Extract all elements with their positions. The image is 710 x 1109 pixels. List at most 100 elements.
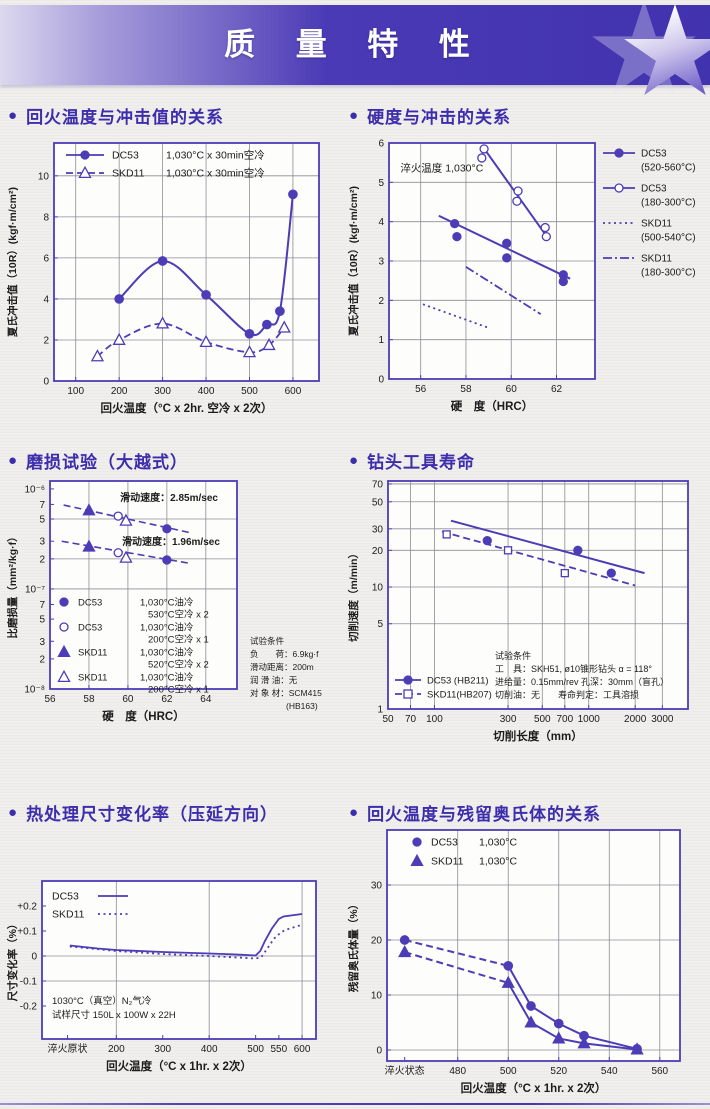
svg-text:70: 70 [405,714,417,725]
svg-text:SKD11: SKD11 [78,673,107,684]
svg-text:200: 200 [108,1044,125,1055]
svg-text:5: 5 [378,178,384,189]
svg-text:1,030°C x 30min空冷: 1,030°C x 30min空冷 [166,149,265,162]
section-title: 热处理尺寸变化率（压延方向） [26,805,279,824]
svg-text:3: 3 [39,537,45,548]
svg-text:20: 20 [372,546,384,557]
svg-text:DC53: DC53 [78,598,102,609]
svg-text:试验条件: 试验条件 [495,650,531,661]
svg-text:(500-540°C): (500-540°C) [641,233,696,244]
svg-text:2: 2 [43,335,49,346]
svg-text:-0.1: -0.1 [20,977,38,988]
svg-text:58: 58 [460,384,472,395]
svg-text:SKD11: SKD11 [112,168,145,180]
svg-text:硬 度（HRC）: 硬 度（HRC） [451,399,533,413]
svg-text:200°C空冷 x 1: 200°C空冷 x 1 [148,634,209,646]
svg-text:(520-560°C): (520-560°C) [641,163,696,174]
bullet-icon: ● [349,804,360,821]
svg-text:30: 30 [371,881,383,892]
retained-austenite-svg: 淬火状态 480 500 520 540 560 0 10 20 30 回火温度（°C x 1hr.… [347,829,681,1095]
svg-text:1,030°C x 30min空冷: 1,030°C x 30min空冷 [166,167,265,180]
svg-text:切削油：无 寿命判定：工具溶损: 切削油：无 寿命判定：工具溶损 [495,689,639,700]
svg-text:SKD11: SKD11 [78,648,107,659]
svg-text:200: 200 [111,386,128,397]
svg-text:10⁻⁷: 10⁻⁷ [25,584,45,595]
svg-text:560: 560 [651,1066,668,1077]
svg-text:比磨损量（mm²/kg·f）: 比磨损量（mm²/kg·f） [6,531,19,638]
svg-text:SKD11(HB207): SKD11(HB207) [427,690,492,701]
svg-text:夏氏冲击值（10R）(kgf·m/cm²): 夏氏冲击值（10R）(kgf·m/cm²) [347,186,360,337]
svg-text:1,030°C油冷: 1,030°C油冷 [140,622,194,634]
svg-text:520°C空冷 x 2: 520°C空冷 x 2 [148,659,209,671]
bottom-rule [0,1103,710,1105]
svg-text:0: 0 [43,377,49,388]
svg-text:500: 500 [247,1044,264,1055]
svg-text:500: 500 [534,714,551,725]
svg-text:400: 400 [201,1044,218,1055]
svg-text:2: 2 [39,554,45,565]
svg-text:SKD11: SKD11 [641,219,672,230]
svg-text:1,030°C: 1,030°C [479,837,517,849]
section-title: 钻头工具寿命 [367,453,476,472]
section-title: 回火温度与残留奥氏体的关系 [367,805,602,824]
svg-text:-0.2: -0.2 [20,1002,38,1013]
svg-text:50: 50 [382,714,394,725]
section-drill-tool-life: ● 钻头工具寿命 50 70 100 300 500 700 1000 2000 3000 70 50… [345,439,710,791]
svg-text:DC53: DC53 [431,837,458,849]
bullet-icon: ● [8,452,19,469]
svg-text:淬火状态: 淬火状态 [385,1064,425,1077]
svg-text:滑动速度：2.85m/sec: 滑动速度：2.85m/sec [120,491,218,504]
svg-text:4: 4 [378,217,384,228]
svg-text:10: 10 [372,583,384,594]
svg-text:60: 60 [506,384,518,395]
svg-text:负 荷：6.9kg·f: 负 荷：6.9kg·f [250,649,319,659]
svg-text:残留奥氏体量（%）: 残留奥氏体量（%） [347,899,360,992]
svg-text:1,030°C: 1,030°C [479,856,517,868]
svg-text:工 具：SKH51, ø10锥形钻头 α = 118°: 工 具：SKH51, ø10锥形钻头 α = 118° [495,663,652,674]
svg-text:润 滑 油：无: 润 滑 油：无 [250,675,298,685]
svg-text:200°C空冷 x 1: 200°C空冷 x 1 [148,684,209,696]
svg-text:10⁻⁶: 10⁻⁶ [24,484,45,495]
svg-text:切削速度（m/min）: 切削速度（m/min） [347,548,360,642]
svg-text:500: 500 [241,386,258,397]
wear-test-svg: 56 58 60 62 64 10⁻⁶ 7 5 3 2 10⁻⁷ 7 5 3 2 10⁻⁸ 硬 度（HRC） 比磨… [6,480,322,723]
section-wear-test: ● 磨损试验（大越式） 56 58 60 62 64 10⁻⁶ 7 5 3 2 10⁻⁷ 7 5 3 2 10⁻… [4,439,345,791]
svg-text:进给量：0.15mm/rev 孔深：30mm（盲孔）: 进给量：0.15mm/rev 孔深：30mm（盲孔） [495,676,669,687]
charts-grid: ● 回火温度与冲击值的关系 100 200 300 400 500 600 0 2 4 6 8 10 回火… [0,92,710,1109]
svg-text:淬火温度 1,030°C: 淬火温度 1,030°C [400,161,483,174]
svg-text:550: 550 [271,1044,288,1055]
svg-text:1,030°C油冷: 1,030°C油冷 [140,597,194,609]
svg-text:DC53: DC53 [641,149,667,160]
svg-text:1030°C（真空）N₂气冷: 1030°C（真空）N₂气冷 [52,995,152,1007]
drill-tool-life-svg: 50 70 100 300 500 700 1000 2000 3000 70 50 30 20 10 5 1… [347,479,689,743]
svg-text:7: 7 [39,600,45,611]
svg-text:尺寸变化率（%）: 尺寸变化率（%） [6,919,19,1002]
svg-text:切削长度（mm）: 切削长度（mm） [493,729,582,743]
bullet-icon: ● [8,804,19,821]
chart-drill-tool-life: 50 70 100 300 500 700 1000 2000 3000 70 50 30 20 10 5 1… [345,474,710,791]
svg-text:滑动距离：200m: 滑动距离：200m [250,662,314,672]
section-title: 磨损试验（大越式） [26,453,189,472]
svg-text:3: 3 [378,257,384,268]
svg-text:10⁻⁸: 10⁻⁸ [24,685,45,696]
svg-text:1000: 1000 [578,714,601,725]
svg-text:(HB163): (HB163) [286,701,318,711]
chart-tempering-impact: 100 200 300 400 500 600 0 2 4 6 8 10 回火温度（°C x 2hr. … [4,129,345,439]
svg-text:58: 58 [83,694,95,705]
svg-text:SKD11: SKD11 [431,856,464,868]
chart-dimension-change: 淬火原状 200 300 400 500 550 600 +0.2 +0.1 0 -0.1 -0.2 回… [4,826,345,1109]
svg-text:10: 10 [38,171,50,182]
svg-text:60: 60 [122,694,134,705]
svg-text:1,030°C油冷: 1,030°C油冷 [140,672,194,684]
svg-text:夏氏冲击值（10R）(kgf·m/cm²): 夏氏冲击值（10R）(kgf·m/cm²) [6,187,19,338]
svg-text:试样尺寸 150L x 100W x 22H: 试样尺寸 150L x 100W x 22H [52,1009,176,1021]
svg-text:500: 500 [500,1066,517,1077]
svg-text:480: 480 [449,1066,466,1077]
svg-text:5: 5 [39,515,45,526]
section-tempering-impact: ● 回火温度与冲击值的关系 100 200 300 400 500 600 0 2 4 6 8 10 回火… [4,94,345,439]
svg-text:回火温度（°C x 1hr. x 2次）: 回火温度（°C x 1hr. x 2次） [106,1059,252,1073]
svg-text:0: 0 [378,375,384,386]
svg-text:(180-300°C): (180-300°C) [641,268,696,279]
svg-text:7: 7 [39,500,45,511]
